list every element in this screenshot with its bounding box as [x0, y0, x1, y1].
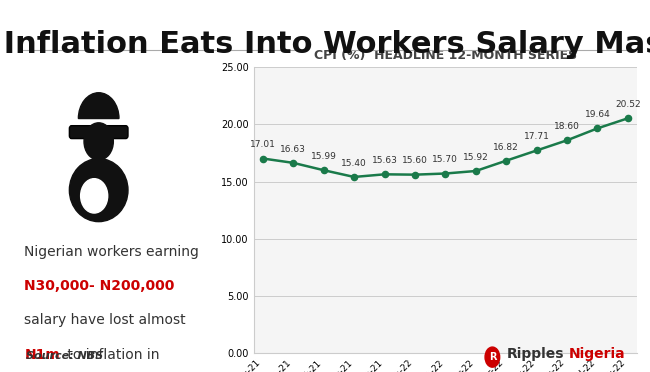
Text: 17.71: 17.71 [524, 132, 549, 141]
Point [380, 171, 390, 177]
Text: R: R [489, 352, 496, 362]
Text: 15.60: 15.60 [402, 157, 428, 166]
Text: salary have lost almost: salary have lost almost [24, 313, 186, 327]
Text: 16.63: 16.63 [280, 145, 306, 154]
Text: Nigeria: Nigeria [569, 347, 625, 361]
Text: Ripples: Ripples [507, 347, 564, 361]
Text: 15.99: 15.99 [311, 152, 337, 161]
Title: CPI (%)  HEADLINE 12-MONTH SERIES: CPI (%) HEADLINE 12-MONTH SERIES [314, 49, 577, 62]
Text: 20.52: 20.52 [615, 100, 641, 109]
Point [562, 137, 572, 143]
Text: 15.92: 15.92 [463, 153, 489, 162]
Text: 19.64: 19.64 [584, 110, 610, 119]
Text: N30,000- N200,000: N30,000- N200,000 [24, 279, 175, 293]
Text: 16.82: 16.82 [493, 142, 519, 151]
Point [592, 125, 603, 131]
Point [623, 115, 633, 121]
Point [410, 172, 420, 178]
Point [349, 174, 359, 180]
Text: 15.63: 15.63 [372, 156, 397, 165]
Text: Rising Inflation Eats Into Workers Salary Massively: Rising Inflation Eats Into Workers Salar… [0, 30, 650, 59]
Text: 15.70: 15.70 [432, 155, 458, 164]
Point [440, 170, 450, 176]
Point [532, 148, 542, 154]
Text: 15.40: 15.40 [341, 159, 367, 168]
Wedge shape [79, 93, 119, 119]
Circle shape [485, 347, 500, 367]
Point [471, 168, 481, 174]
Text: Source: NBS: Source: NBS [26, 351, 103, 361]
Text: to inflation in: to inflation in [62, 348, 159, 362]
Point [288, 160, 298, 166]
Point [257, 155, 268, 161]
Point [501, 158, 512, 164]
Circle shape [84, 123, 113, 160]
Text: N1m: N1m [24, 348, 60, 362]
Text: 18.60: 18.60 [554, 122, 580, 131]
Point [318, 167, 329, 173]
Circle shape [81, 179, 108, 213]
Text: 17.01: 17.01 [250, 140, 276, 149]
Text: Nigerian workers earning: Nigerian workers earning [24, 244, 199, 259]
Ellipse shape [70, 158, 128, 222]
FancyBboxPatch shape [70, 126, 128, 139]
